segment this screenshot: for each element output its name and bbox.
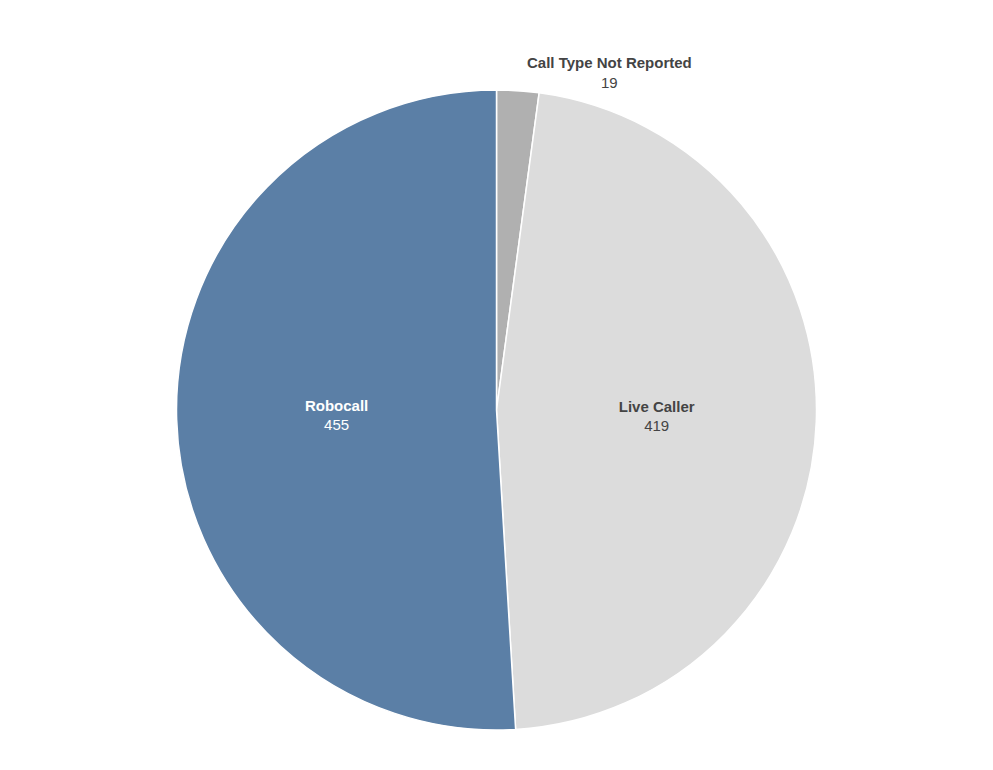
svg-text:Live Caller419: Live Caller419 (619, 398, 695, 435)
svg-text:Call Type Not Reported19: Call Type Not Reported19 (527, 54, 692, 91)
svg-text:Robocall455: Robocall455 (305, 397, 368, 434)
